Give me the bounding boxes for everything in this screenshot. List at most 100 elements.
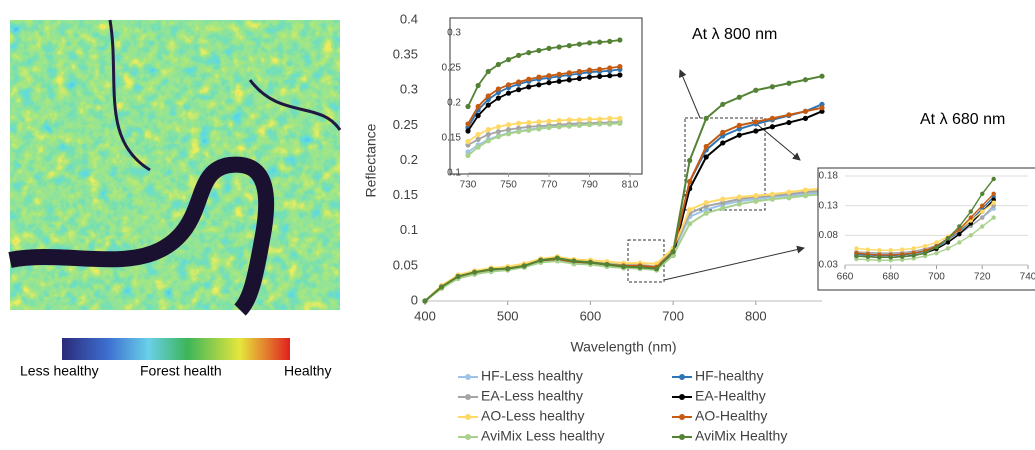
- x-tick-label: 770: [541, 180, 558, 191]
- data-point: [980, 191, 985, 196]
- data-point: [576, 117, 582, 123]
- x-tick-label: 700: [928, 272, 945, 283]
- data-point: [554, 255, 560, 261]
- inset-title: At λ 680 nm: [920, 111, 1005, 128]
- y-tick-label: 0.3: [447, 28, 461, 39]
- data-point: [576, 68, 582, 75]
- data-point: [505, 266, 511, 272]
- data-point: [617, 120, 623, 126]
- data-point: [485, 131, 491, 138]
- data-point: [475, 136, 481, 142]
- data-point: [991, 176, 996, 182]
- data-point: [968, 215, 974, 220]
- y-tick-label: 0.25: [442, 63, 462, 74]
- legend-label: AviMix Less healthy: [481, 428, 604, 444]
- data-point: [620, 263, 627, 270]
- data-point: [526, 76, 532, 82]
- legend-marker: [465, 434, 471, 440]
- data-point: [536, 47, 542, 54]
- data-point: [786, 195, 792, 201]
- x-tick-label: 400: [414, 308, 436, 323]
- inset-frame: [449, 17, 643, 175]
- data-point: [586, 67, 593, 73]
- data-point: [802, 115, 809, 121]
- data-point: [597, 66, 603, 72]
- data-point: [597, 73, 603, 79]
- x-tick-label: 660: [837, 272, 854, 283]
- x-tick-label: 750: [500, 180, 517, 191]
- data-point: [736, 194, 742, 200]
- data-point: [980, 203, 985, 208]
- y-tick-label: 0: [411, 292, 418, 307]
- data-point: [597, 116, 603, 122]
- data-point: [617, 72, 623, 78]
- series-line: [467, 68, 620, 128]
- data-point: [888, 255, 893, 260]
- y-tick-label: 0.1: [400, 222, 418, 237]
- data-point: [753, 128, 759, 134]
- data-point: [957, 231, 962, 237]
- data-point: [516, 87, 522, 93]
- data-point: [687, 221, 693, 227]
- data-point: [968, 233, 974, 238]
- data-point: [536, 126, 542, 132]
- y-tick-label: 0.15: [442, 133, 462, 144]
- data-point: [980, 209, 985, 214]
- data-point: [922, 250, 928, 256]
- data-point: [505, 82, 512, 88]
- data-point: [802, 187, 809, 193]
- data-point: [475, 82, 481, 89]
- data-point: [556, 71, 562, 77]
- legend-marker: [679, 414, 685, 420]
- data-point: [802, 108, 809, 114]
- data-point: [495, 124, 501, 130]
- data-point: [475, 144, 481, 150]
- x-tick-label: 740: [1020, 272, 1035, 283]
- data-point: [607, 73, 613, 79]
- data-point: [586, 40, 593, 46]
- x-tick-label: 720: [974, 272, 991, 283]
- data-point: [597, 121, 603, 127]
- data-point: [516, 120, 522, 126]
- data-point: [703, 154, 709, 160]
- data-point: [769, 115, 775, 121]
- data-point: [786, 189, 792, 195]
- data-point: [753, 198, 759, 204]
- legend-marker: [679, 434, 685, 440]
- data-point: [521, 263, 527, 269]
- data-point: [968, 209, 974, 214]
- data-point: [769, 84, 775, 90]
- data-point: [586, 116, 593, 122]
- data-point: [472, 269, 478, 275]
- data-point: [802, 193, 809, 199]
- data-point: [802, 77, 809, 83]
- data-point: [546, 124, 552, 131]
- y-tick-label: 0.35: [393, 47, 418, 62]
- data-point: [991, 200, 996, 205]
- data-point: [670, 249, 676, 255]
- data-point: [465, 152, 471, 159]
- x-tick-label: 800: [745, 308, 767, 323]
- data-point: [566, 123, 572, 129]
- data-point: [617, 37, 623, 43]
- legend-marker: [465, 374, 471, 380]
- data-point: [899, 247, 905, 252]
- colorbar-title: Forest health: [140, 363, 222, 379]
- data-point: [607, 38, 613, 45]
- y-tick-label: 0.3: [400, 82, 418, 97]
- data-point: [736, 132, 742, 138]
- inset-title: At λ 800 nm: [692, 26, 777, 43]
- data-point: [819, 105, 825, 111]
- data-point: [753, 119, 759, 125]
- data-point: [546, 80, 552, 86]
- data-point: [687, 157, 693, 164]
- legend-label: EA-Less healthy: [481, 388, 583, 404]
- data-point: [720, 129, 726, 135]
- data-point: [488, 266, 494, 272]
- data-point: [526, 50, 532, 56]
- data-point: [556, 124, 562, 130]
- data-point: [465, 121, 471, 127]
- data-point: [786, 112, 792, 118]
- series-line: [467, 117, 620, 143]
